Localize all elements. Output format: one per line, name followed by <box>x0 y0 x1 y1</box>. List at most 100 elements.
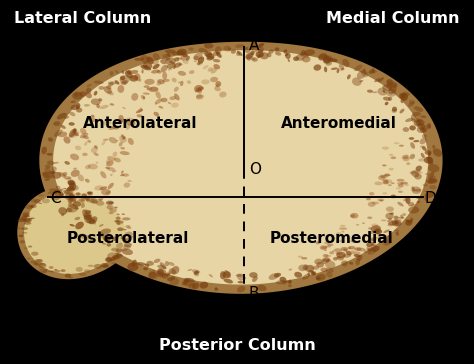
Ellipse shape <box>182 280 188 285</box>
Ellipse shape <box>98 98 102 102</box>
Ellipse shape <box>194 85 203 92</box>
Ellipse shape <box>400 108 404 114</box>
Ellipse shape <box>382 146 389 150</box>
Ellipse shape <box>148 272 158 279</box>
Ellipse shape <box>403 199 408 201</box>
Ellipse shape <box>379 235 387 238</box>
Ellipse shape <box>329 251 334 254</box>
Ellipse shape <box>343 249 347 252</box>
Ellipse shape <box>413 140 419 142</box>
Ellipse shape <box>339 225 346 227</box>
Ellipse shape <box>420 145 426 148</box>
Ellipse shape <box>391 157 396 159</box>
Ellipse shape <box>109 212 113 214</box>
Ellipse shape <box>102 263 106 265</box>
Ellipse shape <box>86 88 91 94</box>
Ellipse shape <box>173 62 182 68</box>
Ellipse shape <box>91 98 100 105</box>
Ellipse shape <box>22 232 27 234</box>
Ellipse shape <box>199 48 208 54</box>
Ellipse shape <box>104 237 110 242</box>
Ellipse shape <box>88 164 98 170</box>
Ellipse shape <box>192 282 200 289</box>
Ellipse shape <box>110 174 113 176</box>
Ellipse shape <box>122 249 133 255</box>
Polygon shape <box>17 186 133 279</box>
Ellipse shape <box>416 166 422 171</box>
Ellipse shape <box>100 263 109 268</box>
Ellipse shape <box>100 105 109 109</box>
Ellipse shape <box>48 192 54 194</box>
Ellipse shape <box>213 64 220 70</box>
Ellipse shape <box>70 154 79 160</box>
Ellipse shape <box>92 200 98 204</box>
Ellipse shape <box>18 235 23 237</box>
Ellipse shape <box>87 140 91 143</box>
Ellipse shape <box>98 118 100 121</box>
Ellipse shape <box>237 51 243 56</box>
Ellipse shape <box>64 176 72 180</box>
Ellipse shape <box>410 142 415 149</box>
Ellipse shape <box>72 131 79 136</box>
Ellipse shape <box>74 217 80 220</box>
Ellipse shape <box>381 219 386 221</box>
Ellipse shape <box>186 56 190 61</box>
Ellipse shape <box>379 199 383 202</box>
Ellipse shape <box>416 197 422 199</box>
Ellipse shape <box>417 127 425 133</box>
Ellipse shape <box>201 79 210 84</box>
Ellipse shape <box>408 206 419 214</box>
Ellipse shape <box>382 179 389 181</box>
Ellipse shape <box>283 49 287 54</box>
Ellipse shape <box>408 102 414 107</box>
Ellipse shape <box>208 67 212 72</box>
Ellipse shape <box>405 184 409 186</box>
Ellipse shape <box>215 288 218 290</box>
Ellipse shape <box>34 262 42 265</box>
Ellipse shape <box>54 269 57 270</box>
Ellipse shape <box>141 69 144 74</box>
Ellipse shape <box>350 213 358 218</box>
Ellipse shape <box>45 168 51 173</box>
Ellipse shape <box>128 138 134 145</box>
Ellipse shape <box>55 190 64 198</box>
Ellipse shape <box>383 180 389 184</box>
Ellipse shape <box>154 259 160 263</box>
Ellipse shape <box>428 172 434 179</box>
Ellipse shape <box>94 145 98 149</box>
Ellipse shape <box>325 255 331 257</box>
Ellipse shape <box>429 185 437 189</box>
Ellipse shape <box>409 137 414 140</box>
Ellipse shape <box>52 167 57 171</box>
Ellipse shape <box>121 71 124 74</box>
Ellipse shape <box>323 56 331 63</box>
Ellipse shape <box>369 69 375 74</box>
Ellipse shape <box>246 52 254 59</box>
Ellipse shape <box>98 198 103 201</box>
Ellipse shape <box>154 112 159 116</box>
Ellipse shape <box>237 281 244 283</box>
Ellipse shape <box>198 87 204 91</box>
Ellipse shape <box>118 85 124 93</box>
Ellipse shape <box>406 219 410 222</box>
Ellipse shape <box>68 197 77 202</box>
Ellipse shape <box>38 194 44 197</box>
Ellipse shape <box>339 227 347 230</box>
Ellipse shape <box>396 187 401 189</box>
Ellipse shape <box>317 241 320 243</box>
Text: B: B <box>249 285 259 301</box>
Ellipse shape <box>87 191 91 194</box>
Ellipse shape <box>69 132 78 138</box>
Ellipse shape <box>129 70 138 74</box>
Text: Anteromedial: Anteromedial <box>281 116 397 131</box>
Ellipse shape <box>103 86 112 94</box>
Ellipse shape <box>354 254 360 257</box>
Ellipse shape <box>424 157 433 163</box>
Ellipse shape <box>38 263 46 268</box>
Ellipse shape <box>75 222 84 229</box>
Ellipse shape <box>258 50 263 53</box>
Text: Posterolateral: Posterolateral <box>67 231 189 246</box>
Ellipse shape <box>367 217 372 219</box>
Ellipse shape <box>395 230 400 232</box>
Ellipse shape <box>125 71 133 78</box>
